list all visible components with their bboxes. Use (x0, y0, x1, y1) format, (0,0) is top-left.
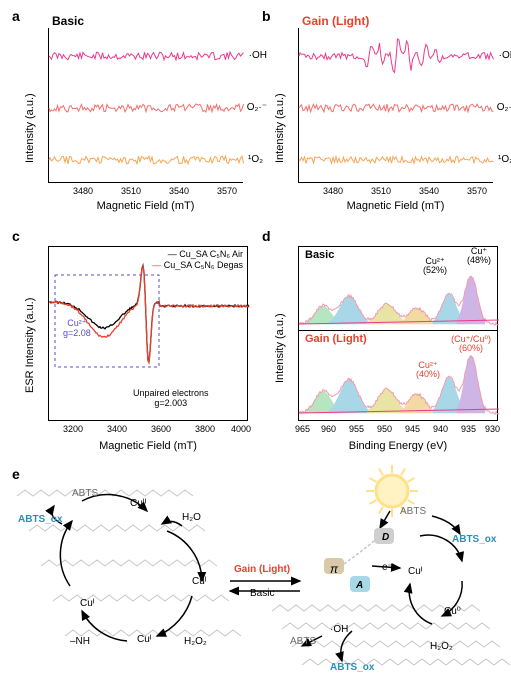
panel-a-trace-2: ¹O₂ (248, 154, 263, 165)
tick: 3540 (169, 186, 189, 196)
abts-label: ABTS (72, 488, 98, 499)
panel-b-label: b (262, 8, 271, 24)
panel-c-plot: — Cu_SA C₅N₆ Air — Cu_SA C₅N₆ Degas Cu²⁺… (48, 246, 248, 421)
panel-b-svg (299, 28, 494, 183)
panel-c-ylabel: ESR Intensity (a.u.) (24, 298, 36, 393)
cu1-label-1: Cuᴵ (192, 576, 206, 587)
h2o2-label-r: H₂O₂ (430, 641, 453, 652)
tick: 3200 (63, 424, 83, 434)
cu2-label: Cuᴵᴵ (130, 498, 146, 509)
tick: 930 (485, 424, 500, 434)
panel-b: b Gain (Light) ·OH O₂·⁻ ¹O₂ 3480 3510 35… (262, 8, 502, 218)
abts-label-r2: ABTS (290, 636, 316, 647)
panel-a-title: Basic (52, 14, 84, 28)
oh-label: ·OH (330, 624, 348, 635)
panel-c-annot2: Unpaired electronsg=2.003 (133, 389, 209, 409)
panel-b-trace-0: ·OH (499, 50, 511, 61)
pi-label: π (330, 562, 338, 576)
tick: 965 (295, 424, 310, 434)
h2o-label: H₂O (182, 512, 201, 523)
h2o2-label-1: H₂O₂ (184, 636, 207, 647)
tick: 4000 (231, 424, 251, 434)
panel-d-label: d (262, 228, 271, 244)
panel-c: c — Cu_SA C₅N₆ Air — Cu_SA C₅N₆ Degas Cu… (12, 228, 252, 456)
tick: 935 (461, 424, 476, 434)
panel-a-xlabel: Magnetic Field (mT) (48, 200, 243, 212)
tick: 3510 (371, 186, 391, 196)
panel-b-xlabel: Magnetic Field (mT) (298, 200, 493, 212)
tick: 3480 (73, 186, 93, 196)
tick: 950 (377, 424, 392, 434)
panel-d-ylabel: Intensity (a.u.) (274, 313, 286, 383)
tick: 940 (433, 424, 448, 434)
abts-ox-label-r2: ABTS_ox (330, 662, 374, 673)
tick: 960 (321, 424, 336, 434)
panel-b-plot: ·OH O₂·⁻ ¹O₂ 3480 3510 3540 3570 (298, 28, 493, 183)
panel-a-label: a (12, 8, 20, 24)
tick: 3400 (107, 424, 127, 434)
panel-a-ylabel: Intensity (a.u.) (24, 93, 36, 163)
gain-label: Gain (Light) (234, 564, 290, 575)
cu1-label-2: Cuᴵ (80, 598, 94, 609)
panel-c-legend-0: — Cu_SA C₅N₆ Air (168, 249, 243, 259)
abts-ox-label-r: ABTS_ox (452, 534, 496, 545)
basic-label: Basic (250, 588, 274, 599)
panel-c-label: c (12, 228, 20, 244)
panel-b-title: Gain (Light) (302, 14, 369, 28)
peak-bot-1: (Cu⁺/Cu⁰) (60%) (451, 335, 491, 353)
tick: 945 (405, 424, 420, 434)
tick: 3600 (151, 424, 171, 434)
abts-ox-label: ABTS_ox (18, 514, 62, 525)
panel-c-annot1: Cu²⁺g=2.08 (63, 319, 91, 339)
tick: 955 (349, 424, 364, 434)
tick: 3570 (217, 186, 237, 196)
panel-b-trace-2: ¹O₂ (498, 154, 511, 165)
peak-bot-0: Cu²⁺ (40%) (416, 361, 440, 379)
panel-d-plot-top: Basic Cu²⁺ (52%) Cu⁺ (48%) (298, 246, 498, 331)
tick: 3800 (195, 424, 215, 434)
tick: 3570 (467, 186, 487, 196)
tick: 3540 (419, 186, 439, 196)
panel-c-xlabel: Magnetic Field (mT) (48, 440, 248, 452)
a-label: A (356, 580, 363, 591)
panel-d-xlabel: Binding Energy (eV) (298, 440, 498, 452)
panel-b-ylabel: Intensity (a.u.) (274, 93, 286, 163)
panel-d-plot-bot: Gain (Light) Cu²⁺ (40%) (Cu⁺/Cu⁰) (60%) … (298, 331, 498, 421)
tick: 3480 (323, 186, 343, 196)
peak-top-0: Cu²⁺ (52%) (423, 257, 447, 275)
abts-label-r: ABTS (400, 506, 426, 517)
panel-c-legend-1: — Cu_SA C₅N₆ Degas (152, 260, 243, 270)
cu0-label: Cu⁰ (444, 606, 461, 617)
panel-a-svg (49, 28, 244, 183)
panel-d: d Basic Cu²⁺ (52%) Cu⁺ (48%) Gain (Light… (262, 228, 502, 456)
e-label: e⁻ (382, 562, 393, 573)
panel-a: a Basic ·OH O₂·⁻ ¹O₂ 3480 3510 3540 3570… (12, 8, 252, 218)
peak-top-1: Cu⁺ (48%) (467, 247, 491, 265)
panel-b-trace-1: O₂·⁻ (497, 102, 511, 113)
cu1-label-3: Cuᴵ (137, 634, 151, 645)
panel-a-plot: ·OH O₂·⁻ ¹O₂ 3480 3510 3540 3570 (48, 28, 243, 183)
panel-e: e ABTS_ox ABTS Cuᴵᴵ H₂O Cuᴵ Cuᴵ Cuᴵ –NH … (12, 466, 502, 681)
tick: 3510 (121, 186, 141, 196)
d-label: D (382, 532, 389, 543)
cu1-label-r: Cuᴵ (408, 566, 422, 577)
nh-label: –NH (70, 636, 90, 647)
